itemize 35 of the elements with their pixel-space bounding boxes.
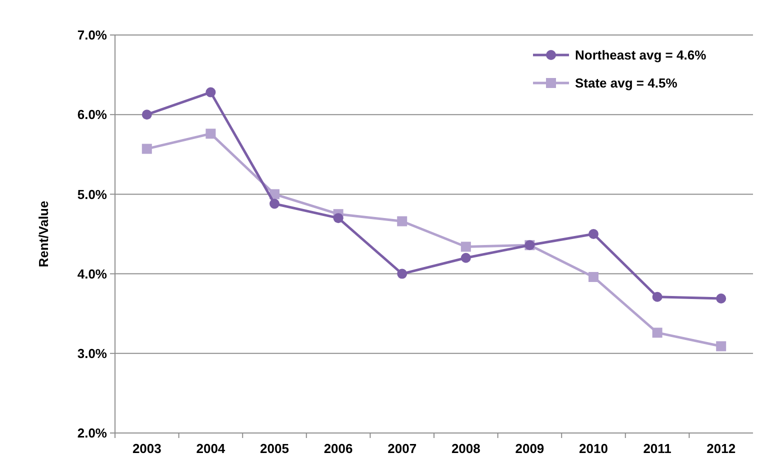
x-tick-label: 2009 <box>515 441 544 456</box>
x-tick-label: 2006 <box>324 441 353 456</box>
y-tick-label: 2.0% <box>77 426 108 441</box>
y-tick-label: 4.0% <box>77 266 108 282</box>
x-tick-label: 2005 <box>260 441 289 456</box>
y-axis-title: Rent/Value <box>36 200 51 268</box>
point <box>716 341 726 352</box>
x-tick-label: 2010 <box>579 441 608 456</box>
point <box>270 198 280 209</box>
point <box>588 229 598 239</box>
x-tick-label: 2012 <box>706 441 736 456</box>
point <box>397 268 408 279</box>
point <box>652 328 662 338</box>
point <box>652 292 662 302</box>
point <box>397 216 408 226</box>
point <box>333 213 344 224</box>
point <box>206 128 216 139</box>
point <box>460 252 471 263</box>
y-tick-label: 5.0% <box>77 186 108 202</box>
point <box>716 293 726 304</box>
x-tick-label: 2011 <box>643 441 672 456</box>
point <box>588 272 598 282</box>
x-tick-label: 2004 <box>196 441 226 456</box>
x-tick-label: 2003 <box>132 441 162 456</box>
x-tick-label: 2008 <box>451 441 480 456</box>
x-tick-label: 2007 <box>388 441 417 456</box>
legend-label: State avg = 4.5% <box>575 76 678 91</box>
y-tick-label: 3.0% <box>77 346 108 361</box>
y-tick-label: 6.0% <box>77 107 108 122</box>
point <box>142 110 152 120</box>
legend-label: Northeast avg = 4.6% <box>575 48 707 63</box>
point <box>142 144 152 154</box>
point <box>206 87 216 98</box>
y-tick-label: 7.0% <box>77 28 108 43</box>
point <box>460 242 471 252</box>
